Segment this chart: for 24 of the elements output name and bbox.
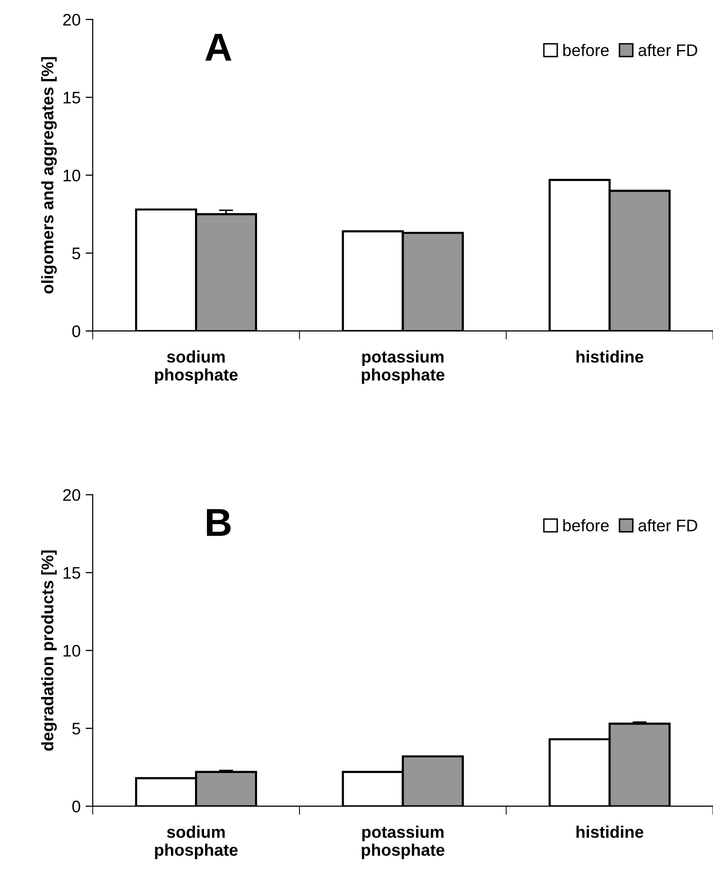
y-tick-label: 20 — [63, 489, 80, 501]
x-tick-label: sodium phosphate — [155, 826, 238, 860]
y-axis-title: degradation products [%] — [41, 550, 57, 751]
x-tick-label: sodium phosphate — [155, 350, 238, 384]
y-tick-label: 5 — [72, 722, 80, 735]
y-axis-title: oligomers and aggregates [%] — [41, 57, 57, 294]
y-tick-label: 20 — [63, 14, 80, 26]
y-tick-label: 5 — [72, 248, 80, 260]
y-tick-label: 15 — [64, 567, 80, 579]
annotation: A — [205, 34, 232, 61]
legend-label: after FD — [638, 44, 698, 56]
y-tick-label: 10 — [64, 644, 80, 657]
x-tick-label: histidine — [576, 826, 644, 838]
legend-label: after FD — [638, 519, 698, 532]
y-tick-label: 0 — [72, 800, 80, 812]
x-tick-label: potassium phosphate — [362, 350, 444, 384]
annotation: B — [206, 509, 231, 536]
y-tick-label: 10 — [64, 170, 80, 182]
y-tick-label: 0 — [72, 325, 80, 338]
x-tick-label: potassium phosphate — [362, 826, 444, 860]
y-tick-label: 15 — [64, 92, 80, 104]
legend-label: before — [563, 519, 609, 532]
legend-label: before — [563, 44, 609, 56]
x-tick-label: histidine — [576, 350, 644, 363]
